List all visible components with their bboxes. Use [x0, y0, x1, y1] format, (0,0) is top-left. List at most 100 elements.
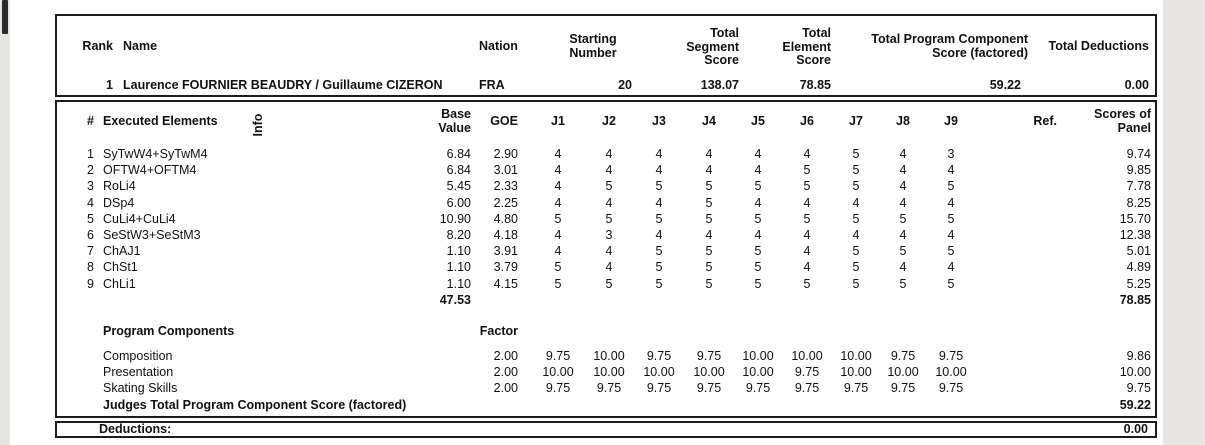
- component-row: Presentation 2.00 10.00 10.00 10.00 10.0…: [57, 366, 1155, 382]
- judge-score: 10.00: [643, 365, 675, 380]
- component-panel-score: 9.86: [1126, 349, 1151, 363]
- element-base-value: 1.10: [446, 276, 471, 291]
- judge-score: 4: [947, 260, 955, 275]
- judge-score: 3: [947, 147, 955, 161]
- pcs-total-label: Judges Total Program Component Score (fa…: [103, 398, 407, 412]
- judge-score: 10.00: [935, 365, 967, 380]
- judge-score: 5: [899, 244, 907, 259]
- header-total-deductions: Total Deductions: [1048, 39, 1149, 53]
- competitor-total-deductions: 0.00: [1124, 78, 1149, 92]
- element-panel-score: 12.38: [1119, 227, 1151, 242]
- element-name: SyTwW4+SyTwM4: [103, 147, 208, 161]
- element-name: RoLi4: [103, 179, 136, 194]
- element-panel-score: 9.85: [1126, 163, 1151, 178]
- judge-score: 4: [754, 195, 762, 210]
- competitor-total-segment-score: 138.07: [700, 78, 739, 92]
- judge-score: 4: [754, 147, 762, 161]
- component-name: Presentation: [103, 365, 174, 380]
- judge-score: 9.75: [890, 349, 916, 363]
- competitor-starting-number: 20: [618, 78, 632, 92]
- competitor-total-pcs-factored: 59.22: [989, 78, 1021, 92]
- judge-score: 5: [605, 276, 613, 291]
- executed-elements-list: 1 SyTwW4+SyTwM4 6.84 2.90 4 4 4 4 4 4 5 …: [57, 147, 1155, 294]
- element-goe: 3.79: [493, 260, 518, 275]
- competitor-name: Laurence FOURNIER BEAUDRY / Guillaume CI…: [123, 78, 443, 92]
- judge-score: 4: [899, 147, 907, 161]
- judge-score: 4: [655, 195, 663, 210]
- judge-score: 4: [705, 163, 713, 178]
- judge-score: 4: [705, 227, 713, 242]
- header-rank: Rank: [82, 39, 113, 53]
- element-panel-score: 7.78: [1126, 179, 1151, 194]
- judge-score: 10.00: [542, 365, 574, 380]
- judge-score: 4: [899, 163, 907, 178]
- judge-score: 5: [852, 244, 860, 259]
- judge-score: 5: [705, 260, 713, 275]
- element-name: ChLi1: [103, 276, 136, 291]
- judge-score: 9.75: [938, 381, 964, 396]
- header-base-value: Base Value: [438, 107, 471, 135]
- element-totals-row: 47.53 78.85: [57, 293, 1155, 310]
- judge-score: 5: [852, 276, 860, 291]
- judge-score: 4: [899, 179, 907, 194]
- element-row: 6 SeStW3+SeStM3 8.20 4.18 4 3 4 4 4 4 4 …: [57, 227, 1155, 245]
- competitor-total-element-score: 78.85: [799, 78, 831, 92]
- judge-score: 10.00: [693, 365, 725, 380]
- judge-score: 4: [899, 195, 907, 210]
- judge-score: 4: [803, 260, 811, 275]
- judge-score: 9.75: [545, 349, 571, 363]
- element-row: 4 DSp4 6.00 2.25 4 4 4 5 4 4 4 4 4 8.25: [57, 195, 1155, 213]
- element-number: 9: [87, 276, 94, 291]
- element-row: 3 RoLi4 5.45 2.33 4 5 5 5 5 5 5 4 5 7.78: [57, 180, 1155, 196]
- judge-score: 5: [754, 179, 762, 194]
- judge-score: 5: [605, 179, 613, 194]
- judge-score: 4: [803, 244, 811, 259]
- element-base-value: 1.10: [446, 244, 471, 259]
- judge-score: 5: [803, 276, 811, 291]
- judge-score: 4: [554, 163, 562, 178]
- judge-score: 4: [605, 260, 613, 275]
- judge-score: 9.75: [545, 381, 571, 396]
- judge-score: 9.75: [646, 349, 672, 363]
- element-base-value: 8.20: [446, 227, 471, 242]
- element-goe: 4.18: [493, 227, 518, 242]
- element-number: 1: [87, 147, 94, 161]
- judge-score: 4: [803, 147, 811, 161]
- element-base-value: 1.10: [446, 260, 471, 275]
- element-number: 4: [87, 195, 94, 210]
- element-goe: 4.15: [493, 276, 518, 291]
- judge-score: 4: [554, 227, 562, 242]
- component-panel-score: 10.00: [1119, 365, 1151, 380]
- judge-score: 9.75: [596, 381, 622, 396]
- header-total-segment-score: Total Segment Score: [686, 26, 739, 67]
- judge-score: 3: [605, 227, 613, 242]
- element-panel-score: 5.25: [1126, 276, 1151, 291]
- header-scores-of-panel: Scores of Panel: [1094, 107, 1151, 135]
- element-row: 2 OFTW4+OFTM4 6.84 3.01 4 4 4 4 4 5 5 4 …: [57, 164, 1155, 180]
- header-total-element-score: Total Element Score: [782, 26, 831, 67]
- component-name: Composition: [103, 349, 173, 363]
- judge-score: 5: [655, 179, 663, 194]
- header-info-rotated: Info: [251, 113, 265, 137]
- judge-score: 5: [899, 211, 907, 226]
- judge-score: 4: [754, 163, 762, 178]
- element-number: 6: [87, 227, 94, 242]
- element-number: 2: [87, 163, 94, 178]
- judge-score: 4: [899, 227, 907, 242]
- judge-score: 5: [852, 163, 860, 178]
- element-name: ChSt1: [103, 260, 138, 275]
- element-base-value: 6.84: [446, 163, 471, 178]
- competitor-rank: 1: [106, 78, 113, 92]
- judge-score: 5: [803, 179, 811, 194]
- judge-score: 5: [705, 179, 713, 194]
- judge-score: 4: [947, 195, 955, 210]
- judge-score: 5: [803, 211, 811, 226]
- element-base-value: 6.84: [446, 147, 471, 161]
- judge-score: 5: [605, 211, 613, 226]
- element-name: ChAJ1: [103, 244, 141, 259]
- element-panel-score: 15.70: [1119, 211, 1151, 226]
- total-base-value: 47.53: [439, 293, 471, 307]
- element-base-value: 6.00: [446, 195, 471, 210]
- judge-score: 4: [803, 227, 811, 242]
- element-goe: 2.33: [493, 179, 518, 194]
